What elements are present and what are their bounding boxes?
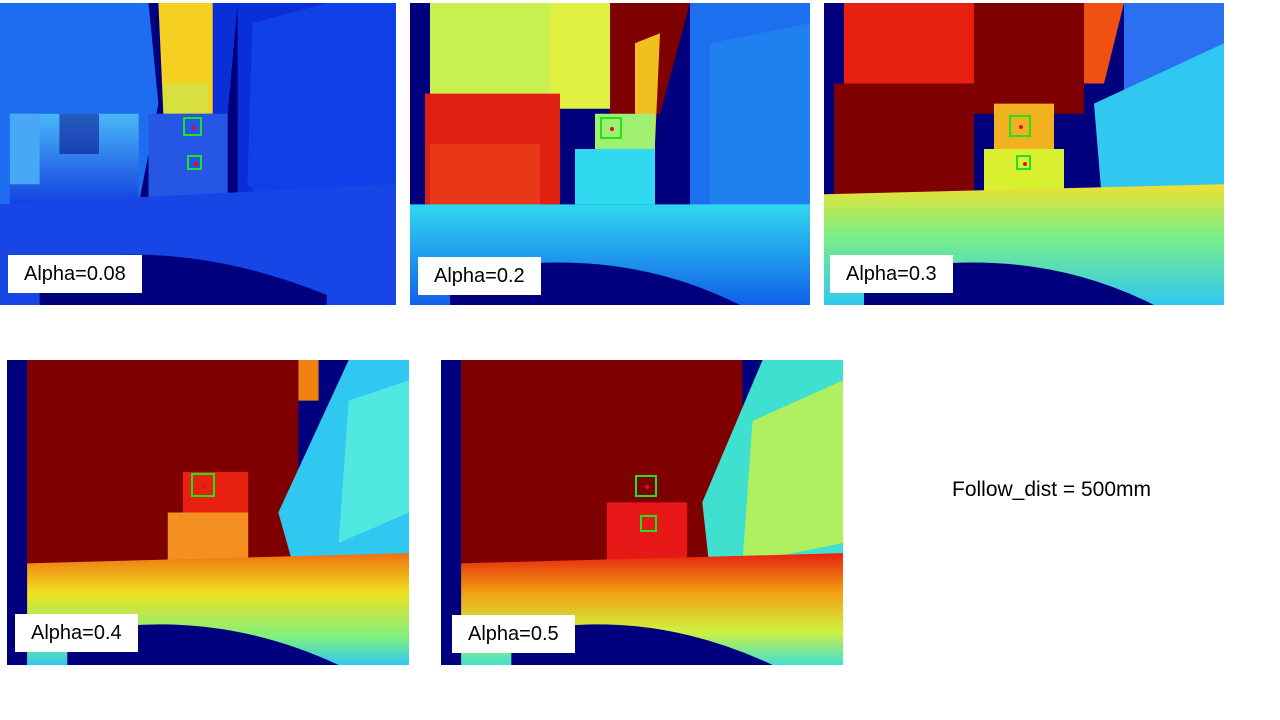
depth-map: [0, 3, 396, 305]
depth-image-alpha-0-2: Alpha=0.2: [410, 3, 810, 305]
figure-caption: Alpha=0.08: [8, 255, 142, 293]
marker-lower: [1016, 155, 1031, 170]
target-dot: [1019, 125, 1023, 129]
depth-map: [441, 360, 843, 665]
target-dot: [202, 484, 206, 488]
figure-caption: Alpha=0.5: [452, 615, 575, 653]
depth-image-alpha-0-3: Alpha=0.3: [824, 3, 1224, 305]
depth-map: [410, 3, 810, 305]
depth-image-alpha-0-5: Alpha=0.5: [441, 360, 843, 665]
target-dot: [645, 485, 649, 489]
target-dot: [192, 126, 196, 130]
target-dot: [194, 162, 198, 166]
depth-image-alpha-0-08: Alpha=0.08: [0, 3, 396, 305]
marker-lower: [187, 155, 202, 170]
depth-map: [7, 360, 409, 665]
depth-image-alpha-0-4: Alpha=0.4: [7, 360, 409, 665]
marker-lower: [640, 515, 657, 532]
figure-caption: Alpha=0.4: [15, 614, 138, 652]
marker-upper: [635, 475, 657, 497]
follow-distance-label: Follow_dist = 500mm: [952, 478, 1151, 501]
marker-upper: [183, 117, 202, 136]
figure-caption: Alpha=0.3: [830, 255, 953, 293]
target-dot: [1023, 162, 1027, 166]
marker-upper: [191, 473, 215, 497]
marker-upper: [1009, 115, 1031, 137]
marker-upper: [600, 117, 622, 139]
figure-caption: Alpha=0.2: [418, 257, 541, 295]
depth-map: [824, 3, 1224, 305]
target-dot: [610, 127, 614, 131]
